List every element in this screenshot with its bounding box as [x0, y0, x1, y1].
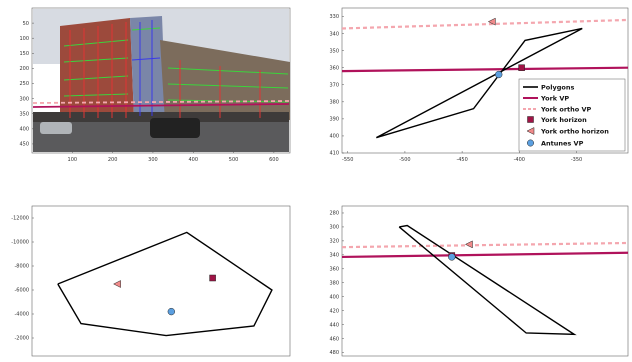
- legend-swatch-york-horizon: [527, 116, 534, 123]
- y-tick-label: 360: [329, 65, 339, 71]
- polygon-outline: [398, 224, 577, 336]
- y-tick-label: 450: [19, 142, 29, 148]
- x-tick-label: 500: [229, 157, 239, 163]
- y-tick-label: 480: [329, 350, 339, 356]
- y-tick-label: 380: [329, 280, 339, 286]
- y-tick-label: 440: [329, 322, 339, 328]
- legend-box: [518, 78, 626, 152]
- york-horizon-marker: [209, 274, 216, 282]
- y-tick-label: 150: [19, 51, 29, 57]
- y-tick-label: 280: [329, 211, 339, 217]
- york-ortho-horizon-marker: [464, 240, 473, 249]
- y-tick-label: 390: [329, 117, 339, 123]
- panel-bottom-left: -12000 -10000 -8000 -6000 -4000 -2000: [11, 205, 291, 357]
- y-tick-label: 460: [329, 336, 339, 342]
- york-ortho-horizon-marker: [113, 280, 121, 288]
- axis-ticks-top-right: -550 -500 -450 -400 -350 330 340 350 360 370 380 39…: [329, 14, 582, 163]
- y-tick-label: 420: [329, 308, 339, 314]
- y-tick-label: 50: [23, 21, 29, 27]
- y-tick-label: 370: [329, 82, 339, 88]
- photo-york-ortho-vp-line: [32, 100, 290, 104]
- y-tick-label: -2000: [14, 336, 29, 342]
- y-tick-label: 350: [19, 111, 29, 117]
- x-tick-label: -500: [399, 157, 410, 163]
- y-tick-label: 300: [329, 225, 339, 231]
- legend-swatch-york-ortho-horizon: [526, 127, 535, 135]
- y-tick-label: 300: [19, 96, 29, 102]
- york-vp-line: [341, 66, 629, 73]
- antunes-vp-marker: [167, 307, 175, 316]
- antunes-vp-marker: [495, 70, 503, 79]
- x-tick-label: -550: [342, 157, 353, 163]
- y-tick-label: 200: [19, 66, 29, 72]
- legend-label-antunes-vp: Antunes VP: [541, 140, 584, 148]
- york-vp-line: [341, 251, 629, 259]
- axes-bottom-left-frame: [31, 205, 291, 357]
- x-tick-label: 400: [188, 157, 198, 163]
- legend-label-polygons: Polygons: [541, 84, 574, 92]
- panel-top-right: -550 -500 -450 -400 -350 330 340 350 360 370 380 39…: [329, 7, 629, 163]
- photo-york-vp-line: [32, 103, 290, 108]
- y-tick-label: 320: [329, 239, 339, 245]
- photo-edge-lines-green: [63, 27, 289, 103]
- x-tick-label: -400: [514, 157, 525, 163]
- photo-edge-lines-blue: [131, 20, 161, 116]
- legend: Polygons York VP York ortho VP York hori…: [518, 78, 626, 152]
- legend-label-york-ortho-horizon: York ortho horizon: [540, 128, 609, 136]
- york-ortho-vp-line: [341, 18, 629, 30]
- x-tick-label: 600: [269, 157, 279, 163]
- panel-bottom-right: 280 300 320 340 360 380 400 420 440 460 480: [329, 205, 629, 357]
- y-tick-label: 100: [19, 36, 29, 42]
- photo-car: [40, 122, 72, 134]
- photo-building-middle: [130, 16, 166, 120]
- york-ortho-vp-line: [341, 241, 629, 249]
- axis-ticks-bottom-left: -12000 -10000 -8000 -6000 -4000 -2000: [11, 216, 34, 342]
- antunes-vp-marker: [448, 253, 456, 261]
- y-tick-label: 410: [329, 151, 339, 157]
- y-tick-label: -8000: [14, 264, 29, 270]
- legend-swatch-antunes-vp: [527, 139, 534, 147]
- x-tick-label: 300: [148, 157, 158, 163]
- polygon-outline: [375, 27, 583, 139]
- polygon-outline: [57, 231, 273, 337]
- plot-top-right: [341, 17, 629, 139]
- y-tick-label: 400: [19, 127, 29, 133]
- axes-bottom-right-frame: [341, 205, 629, 357]
- york-horizon-marker: [518, 64, 525, 71]
- y-tick-label: 400: [329, 134, 339, 140]
- x-tick-label: 200: [108, 157, 118, 163]
- y-tick-label: 340: [329, 31, 339, 37]
- photo-axis-ticks: 100 200 300 400 500 600 50 100 150 200 250 300 350 40…: [19, 21, 278, 163]
- y-tick-label: 350: [329, 48, 339, 54]
- y-tick-label: 250: [19, 81, 29, 87]
- y-tick-label: 330: [329, 14, 339, 20]
- photo-car-dark: [150, 118, 200, 138]
- plot-bottom-right: [341, 224, 629, 336]
- x-tick-label: -350: [571, 157, 582, 163]
- y-tick-label: -12000: [11, 216, 29, 222]
- photo-sidewalk: [33, 112, 289, 122]
- y-tick-label: 400: [329, 294, 339, 300]
- x-tick-label: 100: [68, 157, 78, 163]
- y-tick-label: -4000: [14, 312, 29, 318]
- plot-bottom-left: [57, 231, 273, 337]
- legend-label-york-vp: York VP: [540, 95, 569, 103]
- york-ortho-horizon-marker: [487, 17, 496, 26]
- y-tick-label: -6000: [14, 288, 29, 294]
- y-tick-label: 360: [329, 266, 339, 272]
- legend-label-york-horizon: York horizon: [540, 116, 587, 124]
- x-tick-label: -450: [456, 157, 467, 163]
- panel-top-left: 100 200 300 400 500 600 50 100 150 200 250 300 350 40…: [19, 7, 291, 163]
- axis-ticks-bottom-right: 280 300 320 340 360 380 400 420 440 460 480: [329, 211, 344, 356]
- y-tick-label: 340: [329, 253, 339, 259]
- legend-label-york-ortho-vp: York ortho VP: [540, 106, 592, 114]
- y-tick-label: -10000: [11, 240, 29, 246]
- y-tick-label: 380: [329, 100, 339, 106]
